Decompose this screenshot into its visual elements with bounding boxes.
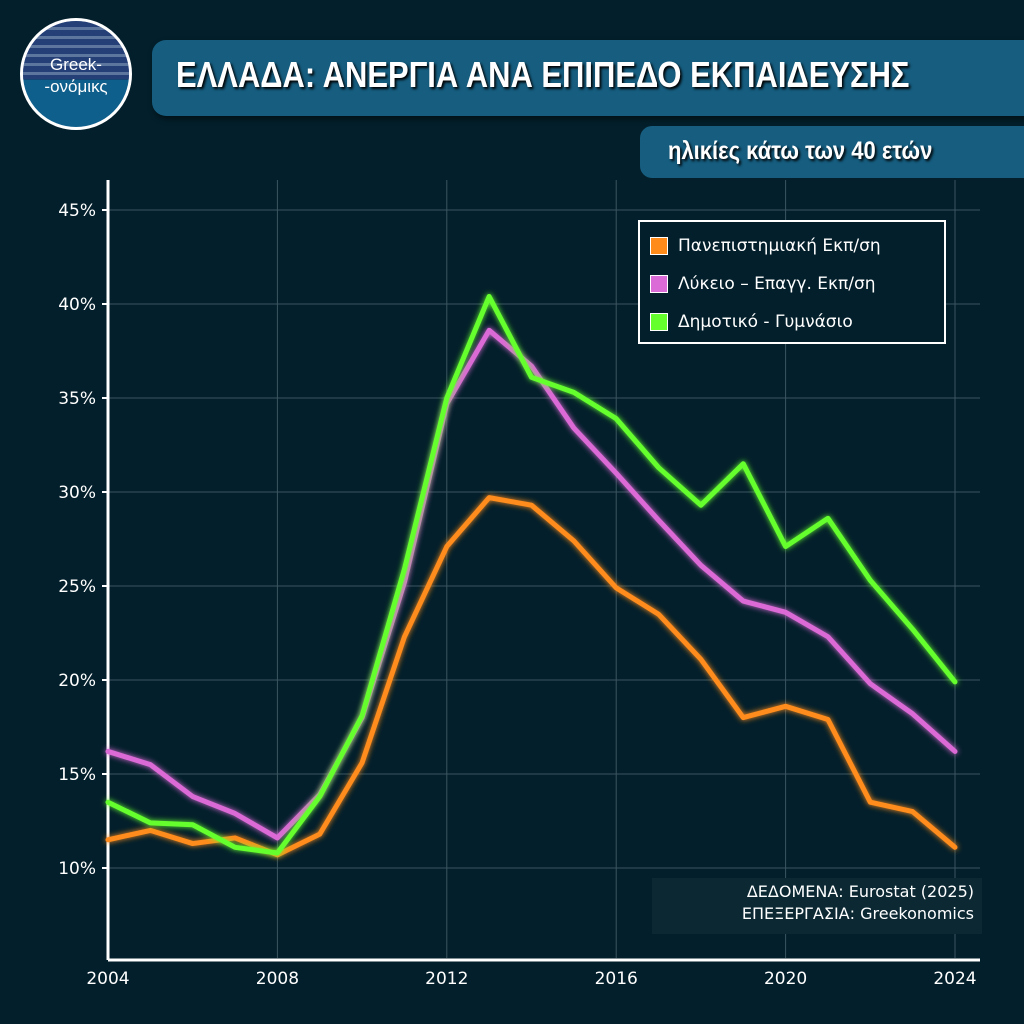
x-tick-label: 2008 (256, 969, 299, 989)
y-tick-label: 25% (58, 577, 96, 597)
x-tick-label: 2016 (595, 969, 638, 989)
legend-item-primary: Δημοτικό - Γυμνάσιο (650, 310, 853, 334)
legend: Πανεπιστημιακή Εκπ/ση Λύκειο – Επαγγ. Εκ… (638, 220, 946, 344)
x-tick-label: 2012 (425, 969, 468, 989)
x-tick-label: 2004 (86, 969, 129, 989)
series-line-0 (105, 495, 958, 858)
legend-swatch (650, 275, 668, 293)
x-tick-label: 2024 (933, 969, 976, 989)
y-tick-label: 35% (58, 389, 96, 409)
series-line-1 (105, 327, 958, 841)
legend-swatch (650, 313, 668, 331)
legend-label: Λύκειο – Επαγγ. Εκπ/ση (678, 274, 876, 294)
legend-label: Πανεπιστημιακή Εκπ/ση (678, 236, 881, 256)
legend-label: Δημοτικό - Γυμνάσιο (678, 312, 853, 332)
legend-item-lyceum: Λύκειο – Επαγγ. Εκπ/ση (650, 272, 876, 296)
y-tick-label: 10% (58, 859, 96, 879)
y-tick-label: 40% (58, 295, 96, 315)
x-tick-label: 2020 (764, 969, 807, 989)
greekonomics-logo: Greek- -ονόμικς (20, 18, 132, 130)
y-tick-label: 20% (58, 671, 96, 691)
chart-title: ΕΛΛΑΔΑ: ΑΝΕΡΓΙΑ ΑΝΑ ΕΠΙΠΕΔΟ ΕΚΠΑΙΔΕΥΣΗΣ (176, 54, 910, 95)
y-tick-label: 45% (58, 201, 96, 221)
y-tick-label: 15% (58, 765, 96, 785)
series-line-2 (105, 293, 958, 856)
y-tick-label: 30% (58, 483, 96, 503)
subtitle-banner: ηλικίες κάτω των 40 ετών (640, 126, 1024, 178)
logo-line1: Greek- (50, 55, 102, 74)
chart-subtitle: ηλικίες κάτω των 40 ετών (668, 137, 933, 165)
source-data: ΔΕΔΟΜΕΝΑ: Eurostat (2025) (746, 882, 974, 901)
logo-line2: -ονόμικς (44, 77, 108, 96)
greek-flag-icon (23, 21, 129, 80)
source-processing: ΕΠΕΞΕΡΓΑΣΙΑ: Greekonomics (741, 904, 974, 923)
legend-item-university: Πανεπιστημιακή Εκπ/ση (650, 234, 881, 258)
legend-swatch (650, 237, 668, 255)
source-box: ΔΕΔΟΜΕΝΑ: Eurostat (2025) ΕΠΕΞΕΡΓΑΣΙΑ: G… (652, 878, 982, 934)
title-banner: ΕΛΛΑΔΑ: ΑΝΕΡΓΙΑ ΑΝΑ ΕΠΙΠΕΔΟ ΕΚΠΑΙΔΕΥΣΗΣ (152, 40, 1024, 116)
